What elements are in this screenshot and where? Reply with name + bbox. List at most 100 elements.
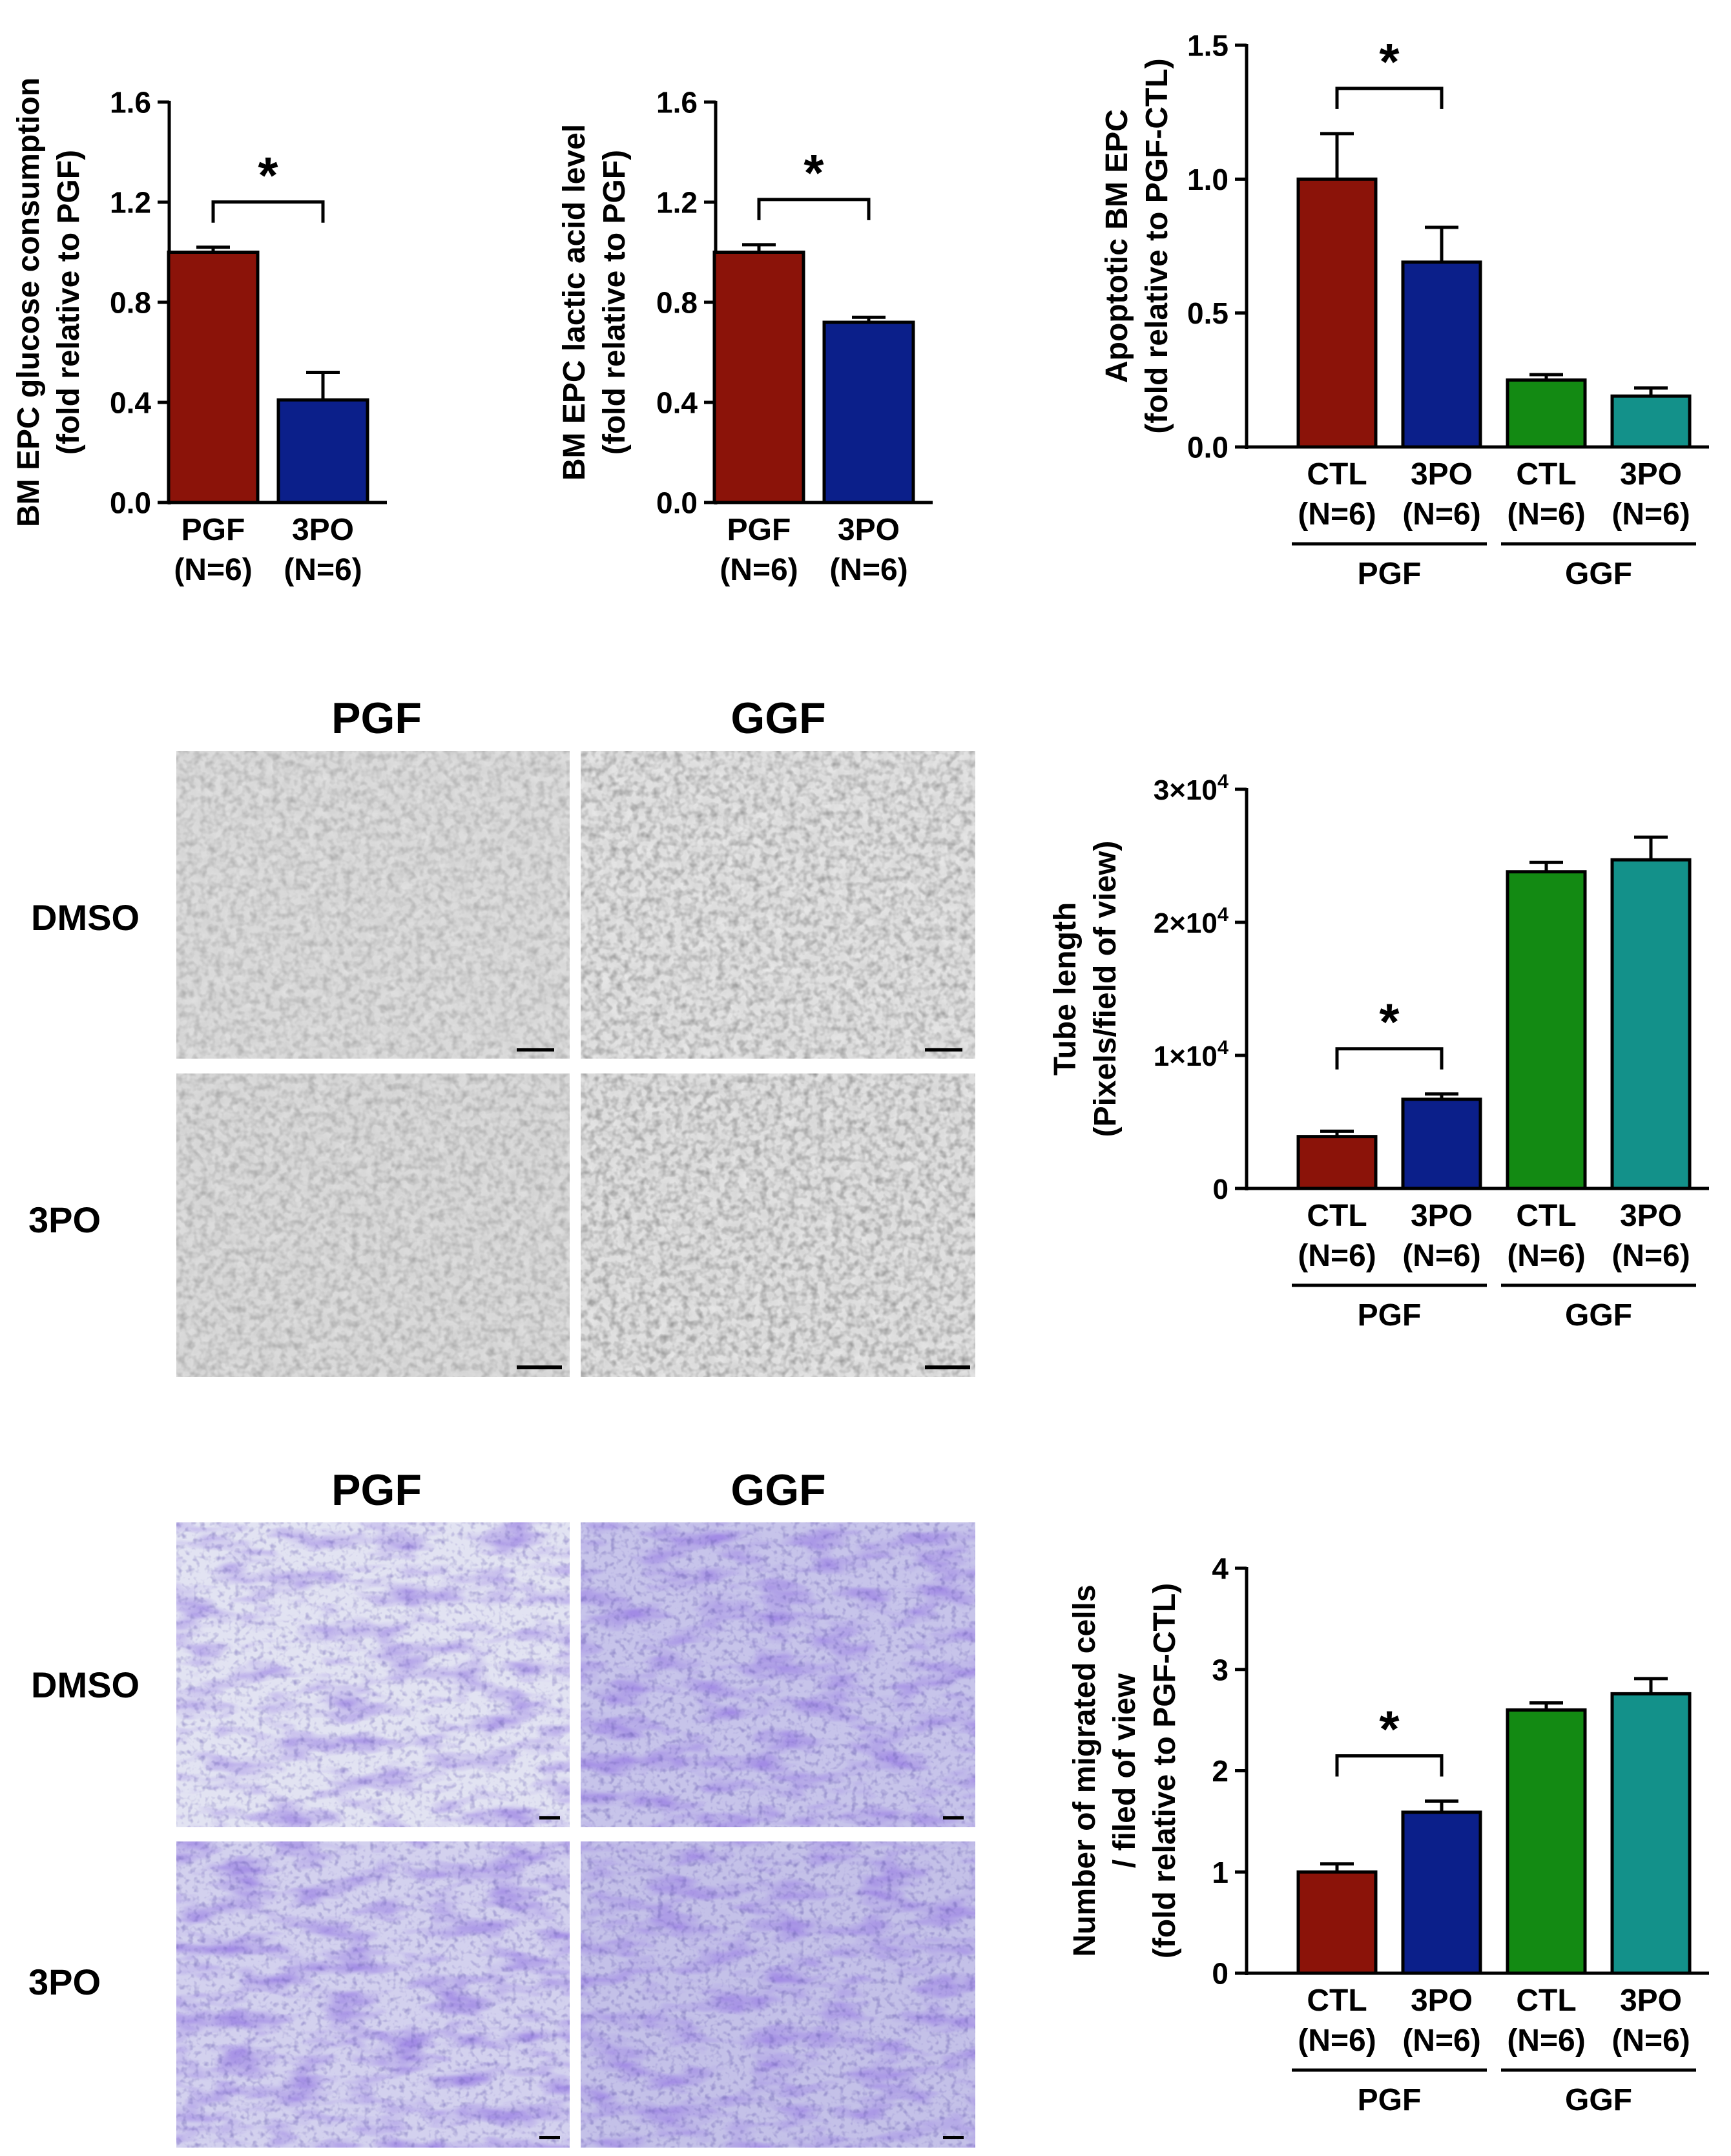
y-tick-label: 1.2 xyxy=(110,186,151,220)
x-category-label: CTL xyxy=(1307,1199,1367,1233)
significance-marker: * xyxy=(1379,993,1400,1051)
tube-formation-panel: PGF GGF DMSO 3PO xyxy=(28,694,975,1377)
x-category-label: 3PO xyxy=(1411,1984,1473,2018)
y-axis-label: / filed of view xyxy=(1108,1673,1142,1868)
x-category-label: (N=6) xyxy=(1402,2024,1480,2058)
x-category-label: CTL xyxy=(1307,1984,1367,2018)
x-category-label: CTL xyxy=(1516,457,1576,492)
significance-bracket xyxy=(757,198,871,220)
x-category-label: (N=6) xyxy=(1612,1239,1690,1273)
bar xyxy=(1401,1810,1482,1975)
significance-bracket xyxy=(1335,1047,1444,1070)
group-label: PGF xyxy=(1358,2083,1422,2117)
tube-row-label-3po: 3PO xyxy=(28,1199,101,1240)
y-tick-label: 0.0 xyxy=(110,486,151,520)
y-tick-label: 0.8 xyxy=(656,286,698,320)
y-axis-label: BM EPC lactic acid level xyxy=(557,124,592,481)
micrograph-tube-ggf-dmso xyxy=(581,751,975,1059)
migration-col-label-ggf: GGF xyxy=(731,1466,825,1515)
x-category-label: 3PO xyxy=(838,513,900,547)
y-axis-label: Apoptotic BM EPC xyxy=(1100,109,1134,383)
y-tick-label: 0.4 xyxy=(656,386,698,420)
tube-col-label-pgf: PGF xyxy=(331,694,422,743)
x-category-label: PGF xyxy=(727,513,791,547)
migration-panel: PGF GGF DMSO 3PO xyxy=(28,1466,975,2148)
chart-tube-length: 0 1×104 2×104 3×104 Tube length (Pixels/field… xyxy=(1048,770,1709,1332)
micrograph-migration-ggf-3po xyxy=(581,1841,975,2148)
y-tick-label: 0.4 xyxy=(110,386,151,420)
bar xyxy=(1296,177,1378,449)
bar xyxy=(1610,858,1692,1190)
group-label: GGF xyxy=(1565,1298,1632,1332)
micrograph-migration-ggf-dmso xyxy=(581,1522,975,1827)
significance-marker: * xyxy=(1379,1701,1400,1758)
y-axis-label: (fold relative to PGF-CTL) xyxy=(1140,58,1174,433)
x-category-label: 3PO xyxy=(1411,457,1473,492)
bar xyxy=(1610,394,1692,449)
x-category-label: (N=6) xyxy=(720,553,798,587)
bar xyxy=(1506,1708,1587,1975)
group-label: PGF xyxy=(1358,557,1422,591)
y-axis-label: Tube length xyxy=(1048,902,1083,1075)
y-tick-label: 1.6 xyxy=(656,86,698,119)
bar xyxy=(167,251,260,504)
y-tick-label: 1.0 xyxy=(1187,163,1228,196)
chart-glucose-consumption: 0.0 0.4 0.8 1.2 1.6 BM EPC glucose consumptio… xyxy=(12,78,387,587)
x-category-label: CTL xyxy=(1307,457,1367,492)
y-axis-label: Number of migrated cells xyxy=(1068,1584,1102,1956)
x-category-label: 3PO xyxy=(1620,457,1682,492)
y-tick-label: 1.5 xyxy=(1187,29,1228,63)
y-axis-label: (fold relative to PGF) xyxy=(52,150,86,455)
y-axis-label: (Pixels/field of view) xyxy=(1088,841,1123,1137)
significance-marker: * xyxy=(258,147,278,204)
migration-row-label-dmso: DMSO xyxy=(31,1664,140,1705)
y-tick-label: 0.0 xyxy=(1187,431,1228,464)
significance-bracket xyxy=(1335,87,1444,109)
y-tick-label: 0 xyxy=(1213,1174,1228,1205)
x-category-label: (N=6) xyxy=(1612,2024,1690,2058)
y-tick-label: 0.5 xyxy=(1187,296,1228,330)
bar xyxy=(1506,870,1587,1190)
y-tick-label: 4 xyxy=(1212,1552,1228,1586)
x-category-label: CTL xyxy=(1516,1199,1576,1233)
bar xyxy=(712,251,805,504)
x-category-label: (N=6) xyxy=(1612,497,1690,532)
x-category-label: (N=6) xyxy=(1507,1239,1585,1273)
bar xyxy=(1296,1870,1378,1975)
significance-marker: * xyxy=(1379,33,1400,90)
group-label: PGF xyxy=(1358,1298,1422,1332)
y-axis-label: BM EPC glucose consumption xyxy=(12,78,46,527)
bar xyxy=(1401,1097,1482,1190)
significance-marker: * xyxy=(803,144,824,202)
y-tick-label: 3 xyxy=(1212,1653,1228,1686)
y-tick-label: 1×104 xyxy=(1154,1036,1228,1072)
chart-apoptotic-epc: 0.0 0.5 1.0 1.5 Apoptotic BM EPC (fold relati… xyxy=(1100,29,1709,591)
x-category-label: (N=6) xyxy=(1507,2024,1585,2058)
y-tick-label: 1.2 xyxy=(656,186,698,220)
tube-row-label-dmso: DMSO xyxy=(31,897,140,938)
micrograph-tube-pgf-3po xyxy=(176,1073,570,1377)
tube-col-label-ggf: GGF xyxy=(731,694,825,743)
x-category-label: (N=6) xyxy=(829,553,907,587)
x-category-label: (N=6) xyxy=(1298,2024,1376,2058)
significance-bracket xyxy=(211,200,325,223)
y-axis-label: (fold relative to PGF-CTL) xyxy=(1148,1583,1182,1958)
migration-row-label-3po: 3PO xyxy=(28,1962,101,2002)
x-category-label: PGF xyxy=(181,513,245,547)
chart-migrated-cells: 0 1 2 3 4 Number of migrated cells / filed of … xyxy=(1068,1552,1709,2117)
chart-lactic-acid: 0.00.40.81.21.6BM EPC lactic acid level(… xyxy=(557,86,933,587)
x-category-label: (N=6) xyxy=(174,553,252,587)
y-axis-label: (fold relative to PGF) xyxy=(597,150,632,455)
x-category-label: (N=6) xyxy=(1298,497,1376,532)
y-tick-label: 1 xyxy=(1212,1856,1228,1889)
x-category-label: (N=6) xyxy=(284,553,362,587)
y-tick-label: 2×104 xyxy=(1154,903,1228,939)
bar xyxy=(1610,1692,1692,1975)
y-tick-label: 1.6 xyxy=(110,86,151,119)
micrograph-migration-pgf-3po xyxy=(176,1841,570,2148)
x-category-label: 3PO xyxy=(1411,1199,1473,1233)
x-category-label: 3PO xyxy=(1620,1199,1682,1233)
bar xyxy=(1506,378,1587,449)
micrograph-migration-pgf-dmso xyxy=(176,1522,570,1827)
